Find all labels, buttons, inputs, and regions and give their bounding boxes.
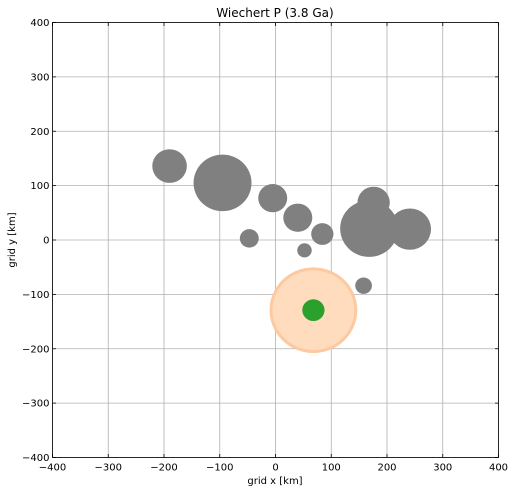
y-tick-labels: −400 −300 −200 −100 0 100 200 300 400 (22, 18, 49, 464)
x-tick-label: −200 (150, 463, 177, 474)
x-tick-label: 0 (272, 463, 278, 474)
data-point (193, 154, 252, 212)
y-tick-label: −200 (22, 344, 49, 355)
x-tick-label: −300 (95, 463, 122, 474)
data-point (239, 229, 259, 248)
data-point (340, 200, 399, 257)
grid-lines (52, 22, 499, 458)
y-tick-label: −400 (22, 453, 49, 464)
y-tick-label: 200 (30, 127, 49, 138)
data-point (152, 149, 187, 183)
y-tick-label: 400 (30, 18, 49, 29)
data-point (283, 203, 313, 232)
data-points (152, 149, 432, 322)
x-tick-label: 300 (433, 463, 452, 474)
y-tick-label: 100 (30, 181, 49, 192)
y-tick-label: 0 (43, 236, 49, 247)
x-tick-label: −100 (206, 463, 233, 474)
data-point (388, 208, 432, 250)
x-tick-label: 200 (377, 463, 396, 474)
x-tick-label: 100 (322, 463, 341, 474)
y-tick-label: −100 (22, 290, 49, 301)
y-tick-label: 300 (30, 72, 49, 83)
data-point (355, 277, 372, 294)
y-tick-label: −300 (22, 399, 49, 410)
x-tick-label: −400 (39, 463, 66, 474)
data-point (297, 243, 312, 258)
chart-title: Wiechert P (3.8 Ga) (216, 6, 333, 20)
data-point (311, 223, 334, 245)
x-tick-label: 400 (489, 463, 508, 474)
data-point (258, 183, 288, 213)
tick-marks (52, 22, 499, 458)
highlight-point (302, 299, 325, 322)
x-tick-labels: −400 −300 −200 −100 0 100 200 300 400 (39, 463, 508, 474)
x-axis-label: grid x [km] (247, 476, 302, 487)
y-axis-label: grid y [km] (7, 212, 18, 267)
